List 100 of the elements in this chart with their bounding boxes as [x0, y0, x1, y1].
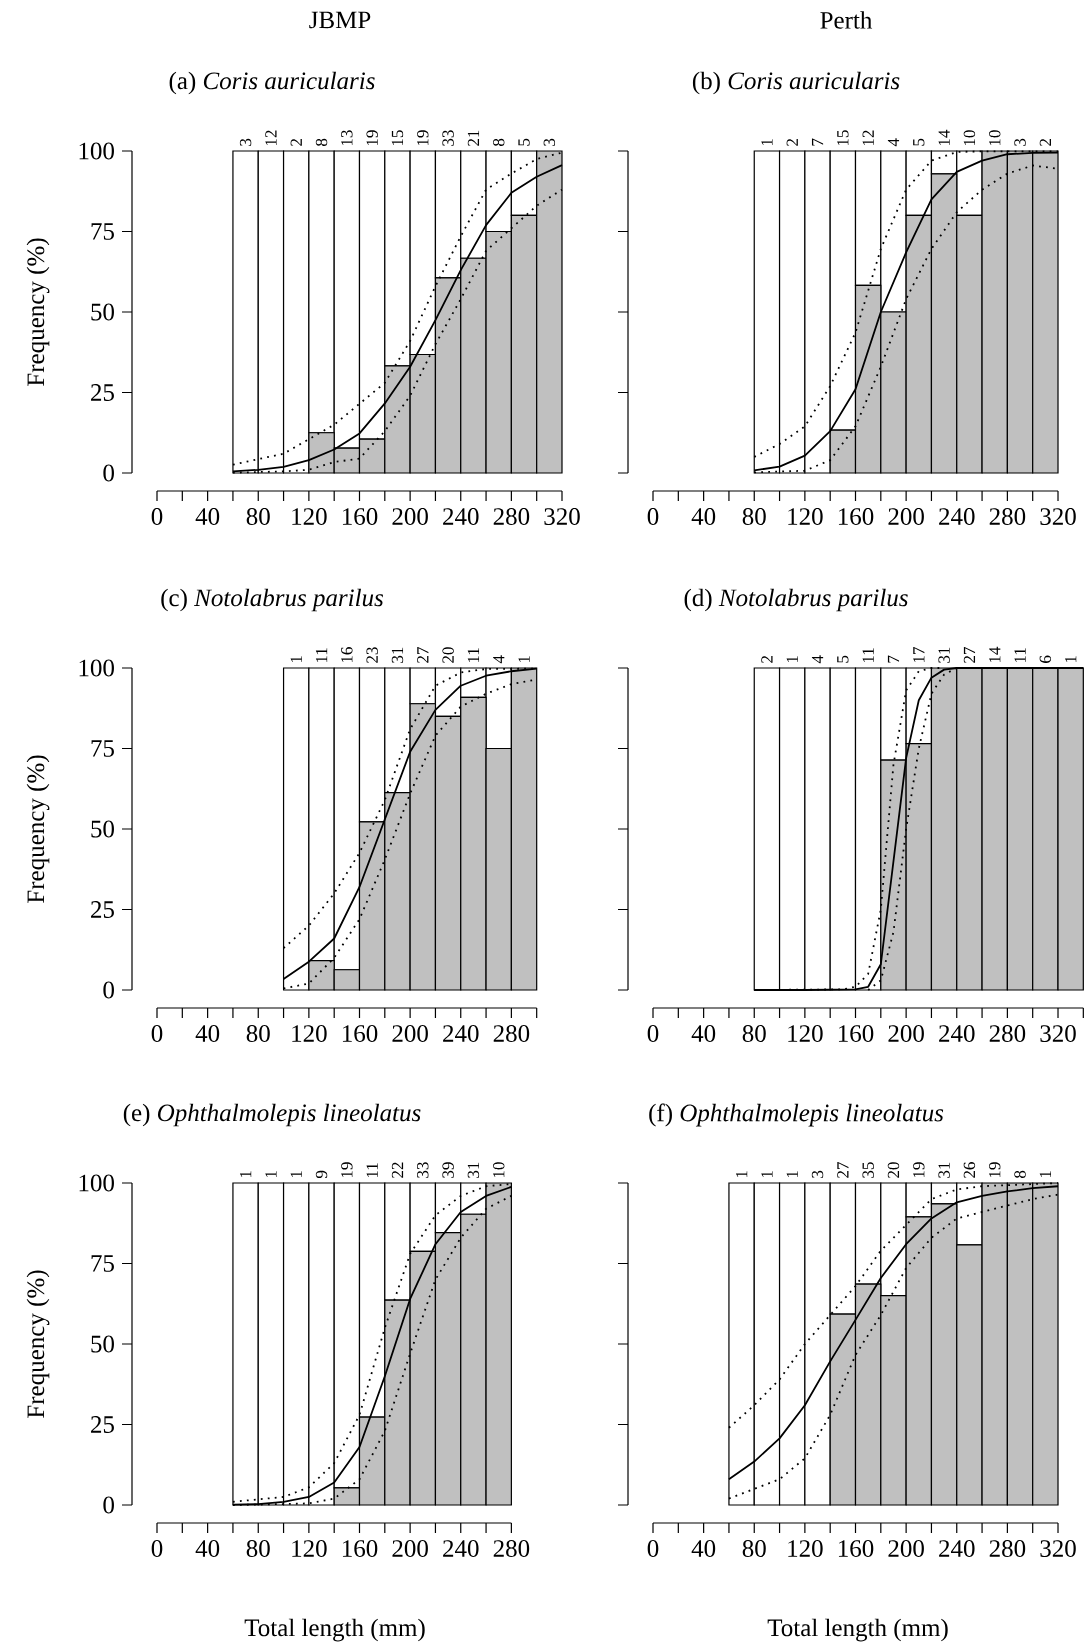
annotation: 19 [417, 130, 429, 146]
y-tick-label: 25 [91, 384, 114, 401]
x-tick-label: 160 [342, 1540, 378, 1557]
annotation: 27 [417, 647, 429, 663]
y-tick-label: 50 [91, 820, 114, 838]
chart-title: (e) Ophthalmolepis lineolatus [123, 1103, 421, 1127]
annotation: 27 [837, 1162, 849, 1178]
annotation: 4 [811, 655, 824, 664]
annotation: 1 [1039, 1171, 1051, 1178]
annotation: 2 [290, 139, 302, 146]
annotation: 19 [341, 1162, 353, 1178]
x-tick-label: 40 [691, 508, 716, 525]
annotation: 11 [1014, 648, 1026, 663]
x-tick-label: 0 [151, 1025, 163, 1042]
y-tick-label: 25 [91, 901, 114, 918]
x-tick-label: 80 [742, 1025, 766, 1042]
annotation: 8 [493, 138, 505, 146]
x-tick-label: 320 [1040, 1025, 1076, 1042]
x-tick-label: 120 [788, 1540, 823, 1557]
annotation: 8 [315, 138, 328, 146]
annotation: 1 [735, 1171, 748, 1178]
x-tick-label: 80 [742, 1540, 766, 1557]
annotation: 1 [761, 139, 773, 146]
y-tick-label: 100 [79, 659, 114, 677]
x-tick-label: 120 [292, 508, 327, 525]
annotation: 7 [811, 138, 824, 146]
x-tick-label: 80 [246, 1540, 270, 1557]
x-tick-label: 160 [838, 1025, 874, 1042]
x-tick-label: 280 [493, 1025, 530, 1042]
y-tick-label: 75 [91, 740, 114, 757]
x-tick-label: 40 [195, 508, 220, 525]
chart-title: (f) Ophthalmolepis lineolatus [649, 1103, 944, 1127]
annotation: 1 [290, 656, 302, 663]
y-tick-label: 50 [91, 1335, 114, 1353]
x-tick-label: 0 [151, 1540, 163, 1557]
x-tick-label: 200 [392, 1025, 428, 1042]
y-axis-title: Frequency (%) [26, 1270, 50, 1418]
y-tick-label: 50 [91, 303, 114, 321]
annotation: 17 [913, 647, 925, 663]
y-tick-label: 75 [91, 223, 114, 240]
annotation: 31 [467, 1162, 480, 1178]
annotation: 7 [887, 655, 900, 663]
annotation: 4 [887, 138, 900, 147]
y-tick-label: 100 [79, 1174, 114, 1192]
x-tick-label: 280 [493, 508, 530, 525]
x-tick-label: 160 [838, 508, 874, 525]
x-tick-label: 240 [443, 508, 479, 525]
annotation: 20 [442, 647, 454, 663]
x-tick-label: 320 [544, 508, 580, 525]
annotation: 21 [467, 130, 480, 146]
chart-title: (c) Notolabrus parilus [161, 588, 384, 612]
annotation: 3 [239, 138, 252, 146]
annotation: 31 [391, 647, 404, 663]
annotation: 2 [1039, 139, 1051, 146]
x-tick-label: 160 [838, 1540, 874, 1557]
text: Perth [820, 11, 873, 29]
annotation: 19 [989, 1162, 1001, 1178]
x-tick-label: 120 [788, 508, 823, 525]
annotation: 3 [1014, 138, 1026, 146]
annotation: 15 [837, 130, 849, 146]
annotation: 22 [391, 1162, 404, 1178]
annotation: 31 [938, 647, 950, 663]
x-tick-label: 120 [788, 1025, 823, 1042]
x-tick-label: 280 [989, 1540, 1026, 1557]
x-tick-label: 160 [342, 1025, 378, 1042]
x-axis-title: Total length (mm) [767, 1618, 948, 1642]
x-tick-label: 0 [647, 1025, 659, 1042]
annotation: 8 [1014, 1170, 1026, 1178]
y-tick-label: 0 [103, 464, 114, 482]
annotation: 23 [366, 647, 378, 663]
annotation: 13 [341, 130, 353, 146]
x-tick-label: 200 [888, 1025, 924, 1042]
annotation: 16 [341, 647, 353, 663]
x-tick-label: 240 [939, 1025, 975, 1042]
x-tick-label: 200 [392, 1540, 428, 1557]
annotation: 1 [1065, 656, 1077, 663]
x-tick-label: 320 [1040, 508, 1076, 525]
x-tick-label: 200 [392, 508, 428, 525]
annotation: 35 [862, 1162, 874, 1178]
y-tick-label: 100 [79, 142, 114, 160]
annotation: 11 [862, 648, 874, 663]
x-tick-label: 40 [691, 1540, 716, 1557]
x-tick-label: 80 [742, 508, 766, 525]
annotation: 33 [442, 130, 454, 146]
x-tick-label: 80 [246, 1025, 270, 1042]
annotation: 39 [442, 1162, 454, 1178]
x-axis-title: Total length (mm) [244, 1618, 425, 1642]
annotation: 31 [938, 1162, 950, 1178]
annotation: 5 [518, 138, 530, 146]
x-tick-label: 40 [195, 1540, 220, 1557]
x-tick-label: 40 [691, 1025, 716, 1042]
y-tick-label: 25 [91, 1416, 114, 1433]
annotation: 1 [786, 656, 798, 663]
annotation: 26 [963, 1162, 976, 1178]
annotation: 19 [366, 130, 378, 146]
x-tick-label: 280 [493, 1540, 530, 1557]
chart-title: (d) Notolabrus parilus [684, 588, 908, 612]
x-tick-label: 120 [292, 1540, 327, 1557]
x-tick-label: 200 [888, 1540, 924, 1557]
x-tick-label: 0 [647, 508, 659, 525]
